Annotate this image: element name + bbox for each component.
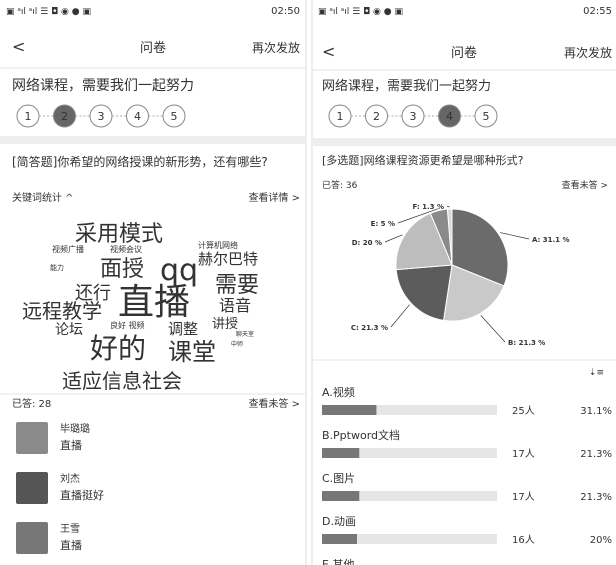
bar (322, 534, 357, 544)
responder-name: 毕璐璐 (60, 422, 90, 435)
keyword: 良好 视频 (110, 320, 145, 330)
bar (322, 448, 359, 458)
leader-line (500, 233, 529, 239)
survey-title: 网络课程，需要我们一起努力 (322, 78, 491, 94)
step-number: 1 (337, 110, 344, 123)
step-number: 4 (446, 110, 453, 123)
option-percent: 21.3% (580, 492, 612, 503)
nav-title: 问卷 (451, 45, 477, 61)
leader-line (481, 315, 505, 342)
keyword: 视频会议 (110, 244, 142, 254)
sort-icon[interactable]: ⇣≡ (589, 368, 604, 378)
pie-slice (396, 265, 452, 320)
keyword: 远程教学 (22, 299, 102, 323)
status-time: 02:55 (583, 6, 612, 17)
step-number: 5 (483, 110, 490, 123)
option-count: 25人 (512, 405, 535, 417)
keyword: 中师 (231, 340, 243, 348)
back-button[interactable]: < (322, 42, 335, 61)
option-percent: 31.1% (580, 406, 612, 417)
step-number: 2 (373, 110, 380, 123)
keyword: 需要 (215, 273, 259, 298)
pie-label: B: 21.3 % (508, 339, 545, 347)
step-number: 5 (171, 110, 178, 123)
nav-action[interactable]: 再次发放 (252, 40, 300, 55)
section-band (0, 136, 306, 144)
keyword: 直播 (118, 282, 190, 323)
survey-title: 网络课程，需要我们一起努力 (12, 78, 194, 94)
pie-label: F: 1.3 % (413, 203, 445, 211)
response-text: 直播 (60, 538, 82, 552)
gap (306, 0, 312, 565)
leader-line (385, 235, 402, 242)
option-label: A.视频 (322, 385, 355, 399)
bar (322, 405, 376, 415)
option-count: 17人 (512, 491, 535, 503)
status-time: 02:50 (271, 6, 300, 17)
status-icons: ▣ ᵃıl ᵃıl ☰ ◘ ◉ ● ▣ (6, 7, 91, 17)
question: [简答题]你希望的网络授课的新形势，还有哪些? (12, 154, 268, 169)
keyword: 面授 (100, 257, 144, 282)
keyword: 语音 (219, 296, 251, 315)
pie-label: D: 20 % (352, 239, 382, 247)
keyword: 讲授 (212, 317, 238, 332)
keywords-label: 关键词统计 ^ (12, 191, 74, 204)
avatar (16, 522, 48, 554)
keyword: 适应信息社会 (62, 369, 182, 393)
pie-label: C: 21.3 % (351, 324, 388, 332)
responder-name: 王雪 (60, 523, 80, 535)
unanswered-link[interactable]: 查看未答 > (562, 179, 608, 191)
status-icons: ▣ ᵃıl ᵃıl ☰ ◘ ◉ ● ▣ (318, 7, 403, 17)
keyword: 聊天室 (236, 330, 254, 338)
bar (322, 491, 359, 501)
option-label: D.动画 (322, 515, 356, 528)
responder-name: 刘杰 (60, 473, 80, 485)
response-text: 直播挺好 (60, 488, 104, 502)
nav-title: 问卷 (140, 40, 166, 56)
keyword: 能力 (50, 263, 64, 272)
question: [多选题]网络课程资源更希望是哪种形式? (322, 153, 524, 167)
pie-label: A: 31.1 % (532, 236, 570, 244)
details-link[interactable]: 查看详情 > (248, 191, 300, 204)
option-percent: 21.3% (580, 449, 612, 460)
option-count: 16人 (512, 534, 535, 546)
keyword: 调整 (168, 320, 198, 338)
unanswered-link[interactable]: 查看未答 > (248, 397, 300, 410)
step-number: 3 (98, 110, 105, 123)
leader-line (447, 206, 450, 207)
back-button[interactable]: < (12, 37, 25, 56)
response-text: 直播 (60, 438, 82, 452)
keyword: 好的 (90, 332, 146, 365)
keyword: 课堂 (168, 338, 216, 366)
option-label: E.其他 (322, 558, 354, 565)
option-label: B.Pptword文档 (322, 428, 400, 442)
answered-count: 已答: 28 (12, 397, 51, 410)
keyword: 采用模式 (75, 222, 163, 247)
option-percent: 20% (590, 535, 612, 546)
step-number: 2 (61, 110, 68, 123)
keyword: 视频广播 (52, 244, 84, 254)
avatar (16, 472, 48, 504)
pie-label: E: 5 % (371, 220, 395, 228)
option-count: 17人 (512, 448, 535, 460)
keyword: 赫尔巴特 (198, 250, 258, 268)
screenshot: ▣ ᵃıl ᵃıl ☰ ◘ ◉ ● ▣ 02:50 < 问卷 再次发放 网络课程… (0, 0, 616, 565)
step-number: 4 (134, 110, 141, 123)
avatar (16, 422, 48, 454)
answered-count: 已答: 36 (322, 179, 358, 191)
keyword: 论坛 (55, 322, 83, 338)
option-label: C.图片 (322, 472, 355, 485)
keyword: 计算机网络 (198, 240, 238, 250)
step-number: 1 (25, 110, 32, 123)
step-number: 3 (410, 110, 417, 123)
leader-line (391, 305, 410, 327)
section-band (312, 138, 616, 146)
nav-action[interactable]: 再次发放 (564, 45, 612, 60)
